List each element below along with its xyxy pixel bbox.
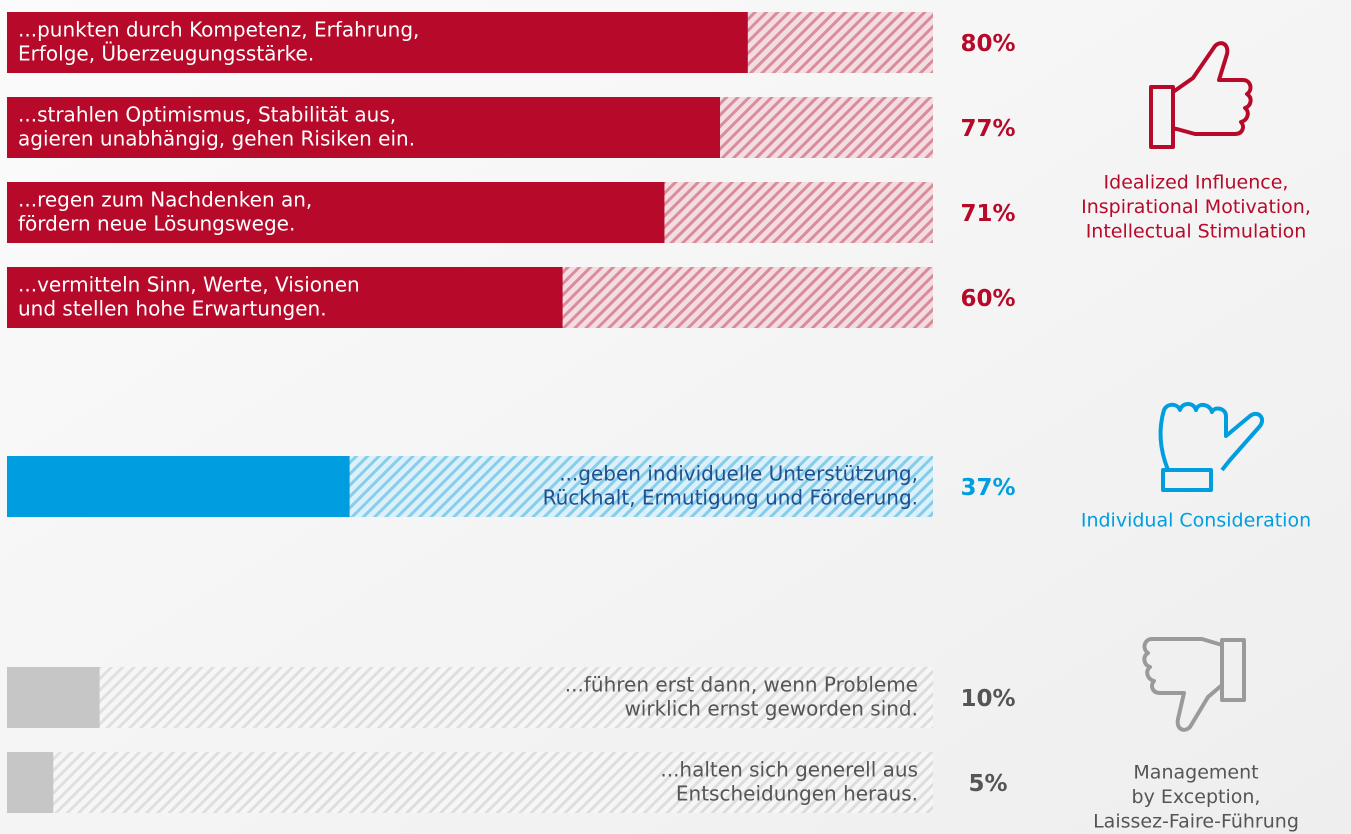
value-label: 60% [960,286,1015,312]
bar-label: und stellen hohe Erwartungen. [18,297,327,321]
group-label: by Exception, [1132,786,1261,808]
value-label: 77% [960,116,1015,142]
bar [7,182,665,243]
bar [7,752,54,813]
group-label: Idealized Influence, [1104,172,1289,194]
thumbs-down-icon [1142,637,1246,732]
group-label: Inspirational Motivation, [1081,196,1311,218]
group-label: Individual Consideration [1081,510,1311,532]
value-label: 5% [968,771,1007,797]
bar-label: Erfolge, Überzeugungsstärke. [18,42,314,66]
bar-remainder [7,667,933,728]
bar-label: ...vermitteln Sinn, Werte, Visionen [18,273,360,297]
bar [7,97,721,158]
bar-label: agieren unabhängig, gehen Risiken ein. [18,127,415,151]
thumbs-up-icon [1149,41,1253,149]
bar-label: ...geben individuelle Unterstützung, [559,462,918,486]
group-label: Intellectual Stimulation [1086,221,1307,243]
thumbs-side-icon [1158,402,1265,492]
bar-label: ...führen erst dann, wenn Probleme [565,673,918,697]
bar [7,12,748,73]
bar-label: ...strahlen Optimismus, Stabilität aus, [18,103,396,127]
bar-label: ...punkten durch Kompetenz, Erfahrung, [18,18,419,42]
bar-label: ...regen zum Nachdenken an, [18,188,312,212]
value-label: 37% [960,475,1015,501]
bar [7,667,100,728]
group-label: Laissez-Faire-Führung [1093,811,1299,833]
value-label: 80% [960,31,1015,57]
group-label: Management [1133,762,1258,784]
bar-remainder [7,752,933,813]
value-label: 10% [960,686,1015,712]
value-label: 71% [960,201,1015,227]
bar-label: wirklich ernst geworden sind. [624,697,918,721]
bar-label: Entscheidungen heraus. [676,782,918,806]
bar [7,456,350,517]
bar-label: ...halten sich generell aus [660,758,918,782]
bar-label: Rückhalt, Ermutigung und Förderung. [543,486,918,510]
bar-label: fördern neue Lösungswege. [18,212,295,236]
bar [7,267,563,328]
